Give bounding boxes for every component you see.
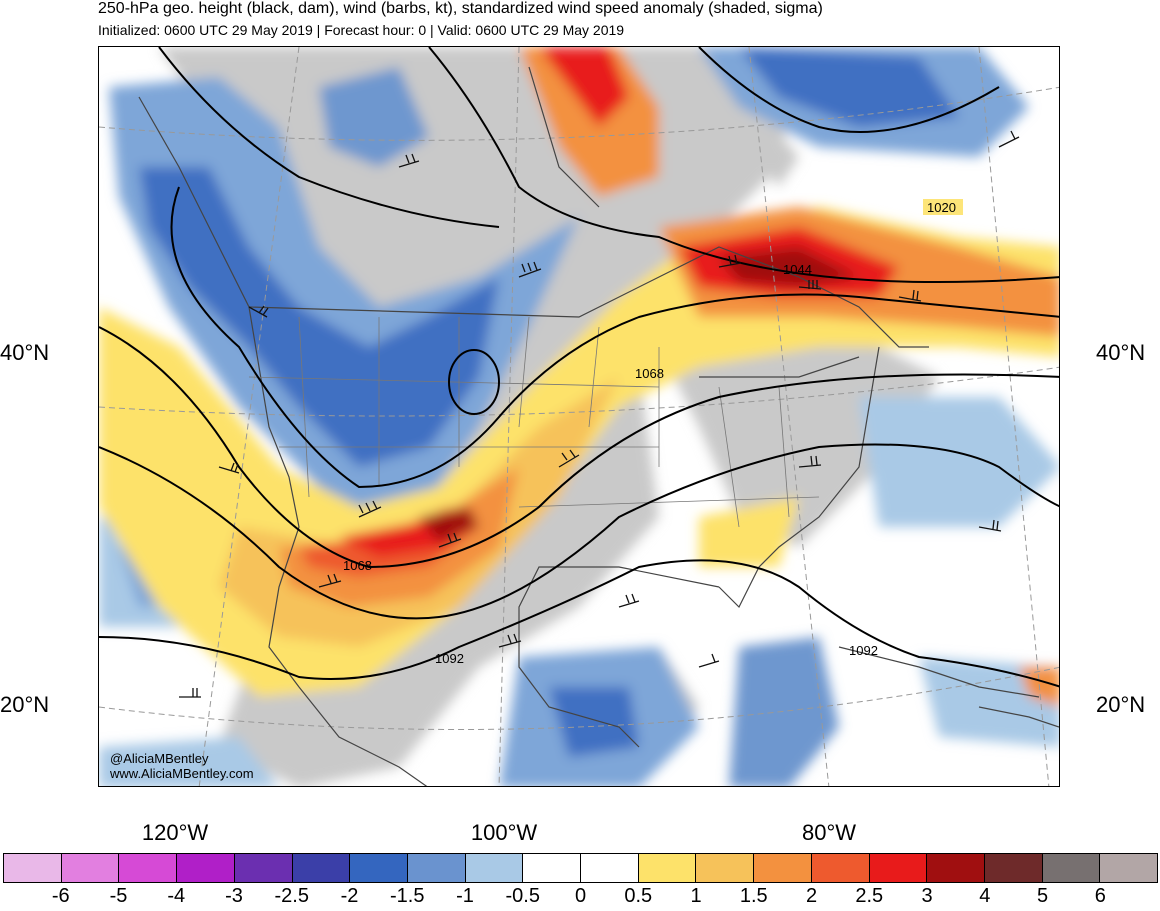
colorbar-label: -1.5 — [390, 885, 425, 907]
colorbar-label: 0 — [574, 885, 587, 907]
colorbar-label: -2 — [340, 885, 359, 907]
lat-label-20-right: 20°N — [1096, 692, 1146, 717]
contour-label-1020: 1020 — [927, 200, 956, 215]
colorbar-label: -1 — [456, 885, 474, 907]
colorbar-label: 4 — [979, 885, 991, 907]
colorbar-label: 6 — [1094, 885, 1106, 907]
credit-handle: @AliciaMBentley — [110, 751, 209, 766]
contour-label-1044: 1044 — [783, 262, 812, 277]
lat-label-40-left: 40°N — [0, 340, 50, 365]
colorbar-swatch — [581, 854, 639, 882]
graticule — [99, 47, 1059, 786]
colorbar — [3, 853, 1158, 883]
colorbar-swatch — [292, 854, 351, 882]
state-borders — [248, 316, 820, 528]
contour-label-1068-north: 1068 — [635, 366, 664, 381]
colorbar-label: -3 — [225, 885, 243, 907]
colorbar-swatch — [869, 854, 928, 882]
colorbar-swatch — [811, 854, 870, 882]
lat-label-20-left: 20°N — [0, 692, 50, 717]
coastlines — [138, 66, 1059, 786]
colorbar-swatch — [407, 854, 466, 882]
contour-labels: 1020 1044 1068 1068 1092 1092 — [343, 199, 963, 666]
lon-label-100w: 100°W — [470, 820, 538, 845]
anomaly-shading — [99, 47, 1059, 786]
colorbar-label: 0.5 — [624, 885, 653, 907]
colorbar-label: -4 — [167, 885, 186, 907]
colorbar-label: -5 — [109, 885, 128, 907]
colorbar-label: 3 — [921, 885, 933, 907]
colorbar-label: 2 — [805, 885, 818, 907]
colorbar-swatch — [523, 854, 582, 882]
colorbar-swatch — [696, 854, 755, 882]
colorbar-label: 1.5 — [739, 885, 768, 907]
colorbar-swatch — [1100, 854, 1158, 882]
contour-label-1092-east: 1092 — [849, 643, 878, 658]
colorbar-swatch — [61, 854, 120, 882]
colorbar-label: -2.5 — [274, 885, 309, 907]
colorbar-swatch — [4, 854, 62, 882]
colorbar-swatch — [177, 854, 235, 882]
lat-label-40-right: 40°N — [1096, 340, 1146, 365]
colorbar-label: 1 — [690, 885, 702, 907]
colorbar-swatch — [754, 854, 812, 882]
colorbar-swatch — [1042, 854, 1101, 882]
map-title: 250-hPa geo. height (black, dam), wind (… — [98, 0, 823, 17]
colorbar-swatch — [638, 854, 697, 882]
colorbar-swatch — [984, 854, 1043, 882]
colorbar-swatch — [119, 854, 178, 882]
colorbar-label: 5 — [1036, 885, 1049, 907]
colorbar-label: -6 — [51, 885, 70, 907]
map-subtitle: Initialized: 0600 UTC 29 May 2019 | Fore… — [98, 22, 625, 38]
colorbar-label: -0.5 — [505, 885, 540, 907]
contour-label-1092-west: 1092 — [435, 651, 464, 666]
map-canvas: 1020 1044 1068 1068 1092 1092 — [99, 47, 1059, 786]
lon-label-80w: 80°W — [801, 820, 857, 845]
colorbar-swatch — [927, 854, 985, 882]
lon-label-120w: 120°W — [141, 820, 209, 845]
colorbar-label: 2.5 — [855, 885, 884, 907]
contour-label-1068-south: 1068 — [343, 558, 372, 573]
colorbar-swatch — [234, 854, 293, 882]
credit-website: www.AliciaMBentley.com — [110, 766, 254, 781]
weather-map: 1020 1044 1068 1068 1092 1092 — [98, 46, 1060, 787]
wind-barbs — [179, 130, 1020, 698]
colorbar-swatch — [350, 854, 408, 882]
height-contours — [99, 47, 1059, 688]
colorbar-swatch — [465, 854, 524, 882]
